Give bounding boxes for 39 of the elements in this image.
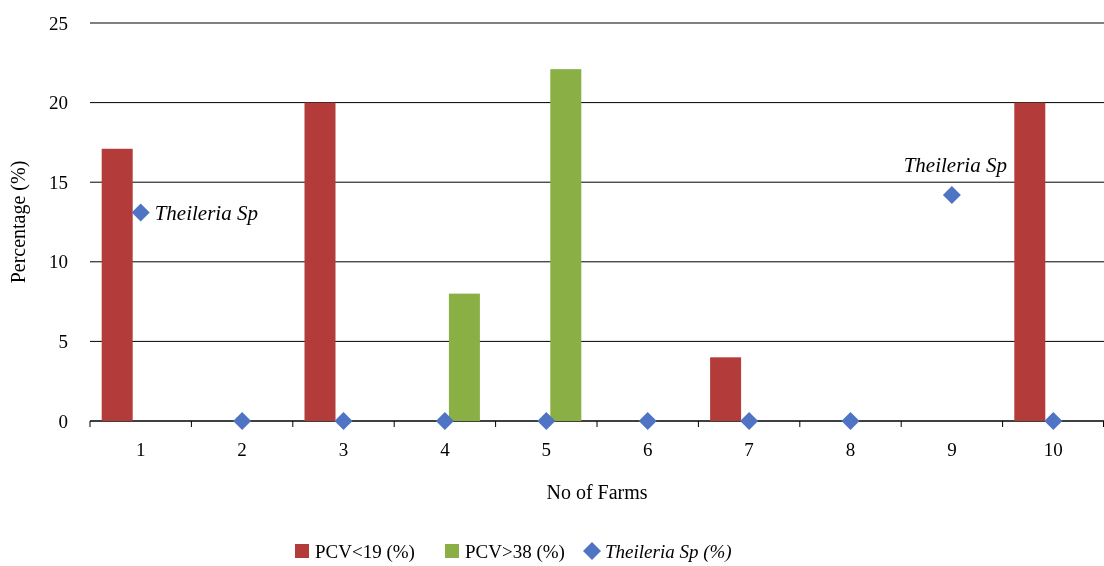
point [435, 412, 454, 430]
point [537, 412, 556, 430]
x-axis-title: No of Farms [546, 481, 648, 503]
bar [101, 148, 133, 421]
point [942, 185, 961, 204]
annotation: Theileria Sp [154, 200, 258, 225]
x-tick-label: 8 [845, 439, 856, 460]
x-tick-label: 5 [541, 439, 552, 460]
bar [448, 293, 480, 421]
y-tick-label: 0 [58, 410, 68, 432]
x-tick-label: 6 [642, 439, 653, 460]
x-tick-label: 2 [237, 439, 247, 460]
x-tick-label: 1 [135, 439, 146, 460]
x-tick-label: 7 [744, 439, 754, 460]
point [131, 203, 150, 222]
point [638, 412, 657, 430]
y-tick-label: 10 [49, 251, 68, 273]
x-tick-label: 10 [1043, 439, 1063, 460]
x-tick-label: 4 [440, 439, 451, 460]
legend-label: Theileria Sp (%) [605, 540, 732, 563]
point [841, 412, 860, 430]
point [740, 412, 759, 430]
y-tick-label: 15 [49, 171, 68, 193]
legend-label: PCV<19 (%) [315, 540, 415, 563]
point [334, 412, 353, 430]
legend-label: PCV>38 (%) [465, 540, 565, 563]
bar [710, 357, 742, 421]
y-tick-label: 5 [58, 331, 68, 353]
point [1044, 412, 1063, 430]
y-tick-label: 20 [49, 92, 68, 114]
point [233, 412, 252, 430]
annotation: Theileria Sp [903, 153, 1007, 178]
y-axis-title: Percentage (%) [7, 160, 30, 284]
bar [304, 102, 336, 421]
y-tick-label: 25 [49, 12, 68, 34]
x-tick-label: 9 [947, 439, 957, 460]
bar [550, 69, 582, 421]
x-tick-label: 3 [338, 439, 349, 460]
bar [1014, 102, 1046, 421]
